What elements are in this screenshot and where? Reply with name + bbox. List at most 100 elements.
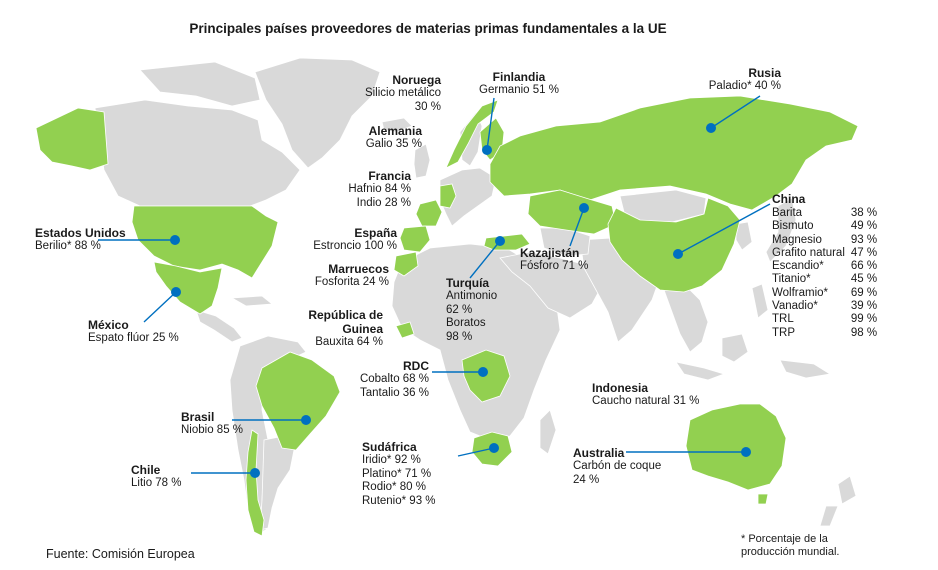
country-name: España: [354, 226, 397, 240]
material-line: Indio 28 %: [356, 196, 411, 209]
material-name: Magnesio: [772, 233, 822, 246]
usa-shape: [131, 205, 279, 279]
caribbean-shape: [230, 295, 274, 307]
china-material-row: TRL 99 %: [772, 313, 877, 326]
material-share: 49 %: [850, 220, 878, 233]
material-line: Hafnio 84 %: [348, 183, 411, 195]
china-material-row: Grafito natural 47 %: [772, 247, 877, 260]
brasil-shape: [255, 351, 341, 451]
marker-finlandia: [482, 145, 492, 155]
label-sudafrica: Sudáfrica Iridio* 92 % Platino* 71 % Rod…: [362, 440, 436, 508]
material-share: 98 %: [850, 326, 878, 339]
material-line: Fósforo 71 %: [520, 260, 589, 272]
country-name: Turquía: [446, 276, 490, 290]
alemania-shape: [439, 183, 457, 209]
material-line: Germanio 51 %: [479, 84, 559, 96]
middle-east-shape: [499, 251, 605, 319]
borneo-shape: [721, 333, 749, 363]
marker-brasil: [301, 415, 311, 425]
material-share: 47 %: [850, 246, 878, 259]
mexico-shape: [153, 261, 223, 315]
marker-chile: [250, 468, 260, 478]
leader-line-china: [677, 203, 771, 255]
label-indonesia: Indonesia Caucho natural 31 %: [592, 381, 699, 409]
label-alemania: Alemania Galio 35 %: [330, 124, 422, 152]
china-material-row: Escandio* 66 %: [772, 260, 877, 273]
label-francia: Francia Hafnio 84 % Indio 28 %: [320, 169, 411, 210]
marker-rdc: [478, 367, 488, 377]
marruecos-shape: [393, 251, 419, 277]
label-mexico: México Espato flúor 25 %: [88, 318, 179, 346]
material-name: Vanadio*: [772, 300, 818, 313]
country-name: Alemania: [368, 124, 422, 138]
material-name: Wolframio*: [772, 286, 829, 299]
material-line: Antimonio: [446, 290, 498, 302]
material-line: Litio 78 %: [131, 477, 182, 489]
material-line: 62 %: [446, 303, 473, 316]
tasmania-shape: [757, 493, 769, 505]
china-material-row: Wolframio* 69 %: [772, 287, 877, 300]
noruega-shape: [445, 99, 499, 169]
label-guinea: República de Guinea Bauxita 64 %: [290, 308, 383, 350]
country-name: Francia: [368, 169, 411, 183]
iceland-shape: [381, 117, 413, 133]
new-guinea-shape: [779, 359, 832, 379]
label-brasil: Brasil Niobio 85 %: [181, 410, 243, 438]
leader-lines: [98, 95, 771, 474]
argentina-shape: [259, 435, 295, 531]
country-name: Finlandia: [492, 70, 546, 84]
label-usa: Estados Unidos Berilio* 88 %: [35, 226, 126, 254]
canada-shape: [94, 99, 301, 207]
china-materials-table: Barita 38 % Bismuto 49 % Magnesio 93 % Grafito…: [772, 207, 877, 340]
label-rusia: Rusia Paladio* 40 %: [690, 66, 781, 94]
material-name: TRL: [772, 313, 794, 326]
china-shape: [607, 197, 741, 293]
label-turquia: Turquía Antimonio 62 % Boratos 98 %: [446, 276, 497, 344]
material-share: 66 %: [850, 260, 878, 273]
marker-rusia: [706, 123, 716, 133]
country-name: Indonesia: [592, 381, 649, 395]
uk-shape: [413, 143, 431, 179]
material-name: Escandio*: [772, 260, 824, 273]
material-line: Iridio* 92 %: [362, 454, 421, 466]
material-share: 39 %: [850, 300, 878, 313]
country-name: Brasil: [181, 410, 215, 424]
source-text: Fuente: Comisión Europea: [46, 547, 195, 561]
china-material-row: Barita 38 %: [772, 207, 877, 220]
material-name: Grafito natural: [772, 246, 845, 259]
label-australia: Australia Carbón de coque 24 %: [573, 446, 661, 487]
supplier-countries: [35, 95, 859, 537]
europe-shape: [439, 167, 497, 227]
marker-usa: [170, 235, 180, 245]
material-line: Tantalio 36 %: [359, 386, 429, 399]
country-name: Marruecos: [328, 262, 389, 276]
marker-australia: [741, 447, 751, 457]
label-espana: España Estroncio 100 %: [290, 226, 397, 254]
marker-kazajistan: [579, 203, 589, 213]
material-line: Cobalto 68 %: [359, 373, 429, 385]
material-name: Bismuto: [772, 220, 814, 233]
country-name-line: Guinea: [342, 322, 383, 336]
kazajistan-shape: [527, 189, 617, 235]
footnote-line: producción mundial.: [741, 546, 840, 558]
leader-line-turquia: [469, 240, 501, 279]
material-line: Silicio metálico: [364, 87, 441, 99]
alaska-shape: [35, 107, 109, 171]
philippines-shape: [751, 283, 769, 319]
material-line: Espato flúor 25 %: [88, 332, 179, 344]
china-material-row: Titanio* 45 %: [772, 273, 877, 286]
china-material-row: Magnesio 93 %: [772, 234, 877, 247]
se-asia-shape: [663, 285, 709, 353]
country-name: Rusia: [748, 66, 781, 80]
material-share: 69 %: [850, 286, 878, 299]
francia-shape: [415, 199, 443, 227]
new-zealand-shape: [819, 475, 857, 527]
country-name: Sudáfrica: [362, 440, 417, 454]
china-material-row: TRP 98 %: [772, 327, 877, 340]
material-name: TRP: [772, 326, 795, 339]
canada-islands-shape: [139, 61, 261, 107]
label-marruecos: Marruecos Fosforita 24 %: [300, 262, 389, 290]
indonesia-shape: [675, 361, 726, 381]
chile-shape: [245, 429, 265, 537]
material-line: 30 %: [414, 100, 441, 113]
